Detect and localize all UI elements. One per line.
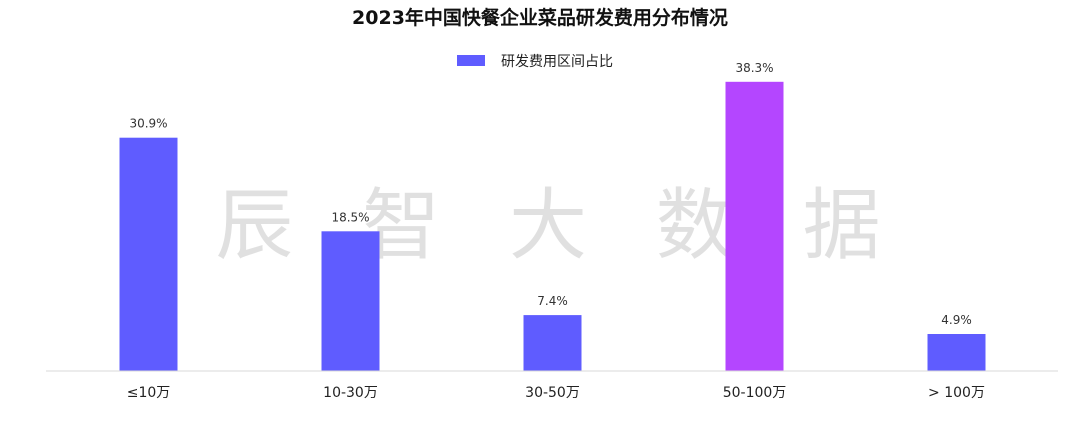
bar-2 (321, 231, 380, 371)
bar-3 (523, 315, 582, 371)
bar-4 (725, 81, 784, 372)
legend-label: 研发费用区间占比 (501, 54, 613, 70)
x-tick-label-3: 30-50万 (525, 385, 580, 401)
watermark: 辰 智 大 数 据 (215, 181, 902, 271)
value-label-4: 38.3% (735, 61, 773, 75)
value-label-2: 18.5% (331, 210, 369, 224)
legend: 研发费用区间占比 (457, 54, 613, 70)
value-label-3: 7.4% (537, 294, 568, 308)
bar-1 (119, 137, 178, 371)
value-labels: 30.9% 18.5% 7.4% 38.3% 4.9% (129, 61, 971, 327)
bar-5 (927, 334, 986, 371)
x-tick-label-1: ≤10万 (127, 385, 171, 401)
x-tick-label-2: 10-30万 (323, 385, 378, 401)
bars (119, 81, 986, 372)
value-label-1: 30.9% (129, 117, 167, 131)
x-tick-label-5: > 100万 (928, 385, 985, 401)
chart-title: 2023年中国快餐企业菜品研发费用分布情况 (352, 6, 728, 29)
value-label-5: 4.9% (941, 313, 972, 327)
x-tick-label-4: 50-100万 (723, 385, 787, 401)
legend-swatch (457, 55, 485, 66)
x-axis-tick-labels: ≤10万 10-30万 30-50万 50-100万 > 100万 (127, 385, 985, 401)
